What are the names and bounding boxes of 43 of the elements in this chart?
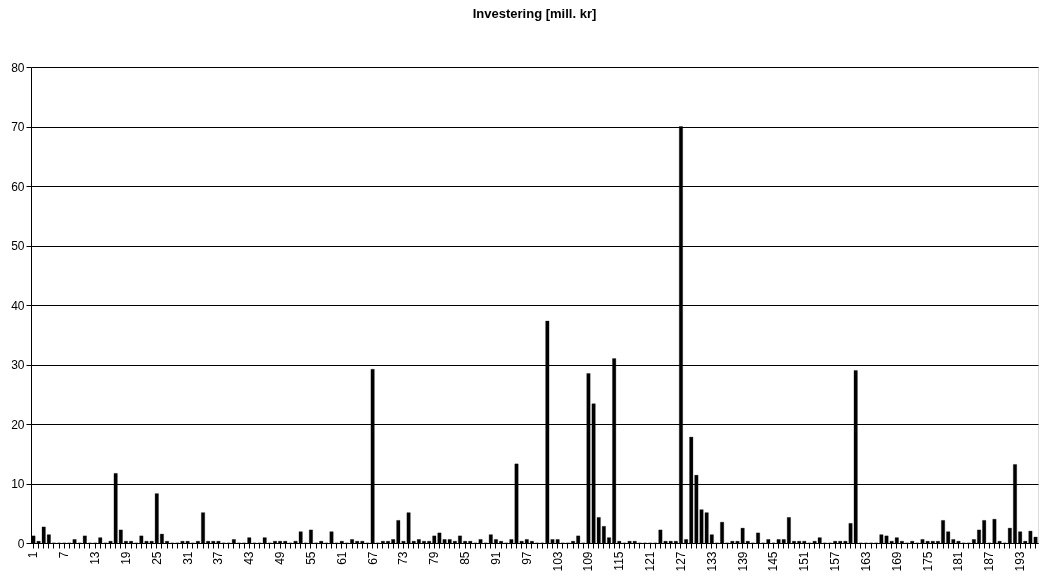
x-tick-label: 109 bbox=[581, 551, 596, 572]
x-tick-label: 49 bbox=[273, 551, 288, 565]
y-tick-label: 70 bbox=[11, 120, 25, 134]
y-tick-label: 20 bbox=[11, 417, 25, 432]
x-tick-label: 103 bbox=[550, 551, 565, 572]
y-tick-label: 10 bbox=[11, 477, 25, 491]
x-tick-label: 73 bbox=[396, 551, 411, 565]
x-tick-label: 169 bbox=[889, 551, 904, 572]
x-tick-label: 115 bbox=[612, 551, 627, 571]
y-tick-label: 0 bbox=[17, 536, 25, 551]
x-tick-label: 85 bbox=[458, 551, 473, 565]
x-tick-label: 181 bbox=[951, 551, 966, 572]
y-tick-label: 40 bbox=[11, 298, 25, 313]
x-tick-label: 19 bbox=[118, 551, 133, 565]
x-tick-label: 127 bbox=[673, 551, 688, 572]
x-tick-label: 13 bbox=[88, 551, 103, 565]
y-tick-label: 30 bbox=[11, 358, 25, 372]
x-tick-label: 145 bbox=[766, 551, 781, 572]
x-tick-label: 1 bbox=[26, 551, 41, 559]
x-tick-label: 139 bbox=[735, 551, 750, 572]
x-tick-label: 25 bbox=[149, 551, 164, 565]
x-tick-label: 43 bbox=[242, 551, 257, 565]
x-tick-label: 157 bbox=[828, 551, 843, 572]
x-tick-label: 175 bbox=[920, 551, 935, 572]
x-tick-label: 151 bbox=[797, 551, 812, 572]
y-tick-label: 50 bbox=[11, 239, 25, 253]
x-tick-label: 133 bbox=[704, 551, 719, 572]
x-tick-label: 31 bbox=[180, 551, 195, 565]
y-tick-label: 60 bbox=[11, 179, 25, 194]
chart-title: Investering [mill. kr] bbox=[472, 6, 597, 21]
x-tick-label: 55 bbox=[303, 551, 318, 565]
x-tick-label: 67 bbox=[365, 551, 380, 565]
x-tick-label: 79 bbox=[427, 551, 442, 565]
x-tick-label: 163 bbox=[858, 551, 873, 572]
x-tick-label: 7 bbox=[57, 551, 72, 559]
x-tick-label: 37 bbox=[211, 551, 226, 565]
x-tick-label: 187 bbox=[982, 551, 997, 572]
x-tick-label: 91 bbox=[488, 551, 503, 565]
x-tick-label: 121 bbox=[643, 551, 658, 572]
x-tick-label: 193 bbox=[1013, 551, 1028, 572]
y-tick-label: 80 bbox=[11, 60, 25, 75]
x-tick-label: 97 bbox=[519, 551, 534, 565]
x-tick-label: 61 bbox=[334, 551, 349, 565]
